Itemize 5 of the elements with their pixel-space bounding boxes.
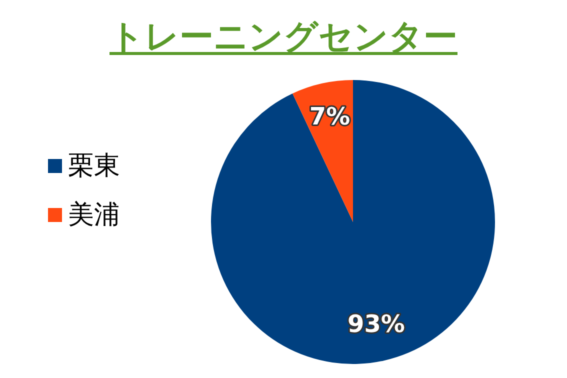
data-label: 7% [309, 102, 350, 130]
data-label: 93% [348, 310, 405, 338]
chart-title: トレーニングセンター [108, 16, 458, 59]
legend-label: 栗東 [68, 150, 120, 183]
legend-label: 美浦 [68, 199, 120, 232]
